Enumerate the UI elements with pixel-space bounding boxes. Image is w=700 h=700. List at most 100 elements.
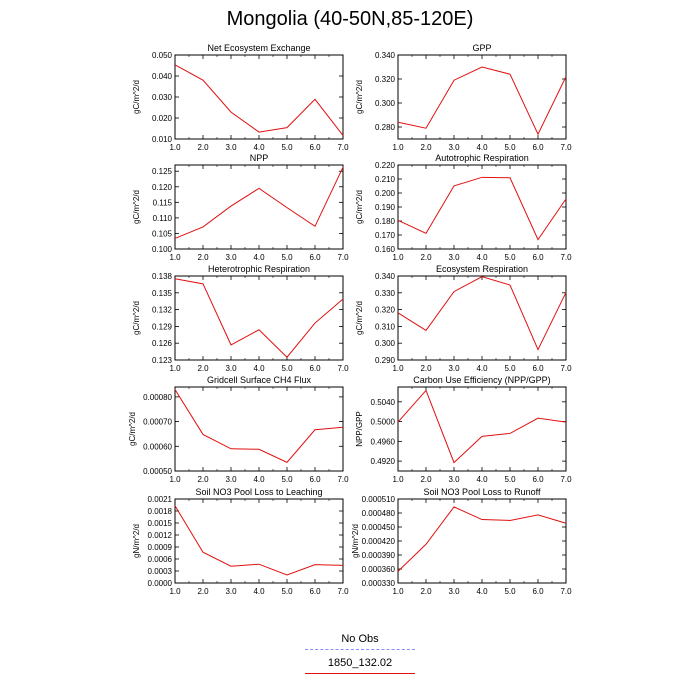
panel-title: Autotrophic Respiration (435, 153, 529, 163)
y-tick-label: 0.4960 (371, 437, 396, 446)
y-tick-label: 0.5000 (371, 418, 396, 427)
x-tick-label: 4.0 (253, 364, 265, 373)
x-tick-label: 7.0 (337, 587, 349, 596)
y-axis-label: gC/m^2/d (355, 80, 364, 114)
y-tick-label: 0.210 (375, 175, 396, 184)
y-tick-label: 0.120 (152, 183, 173, 192)
y-tick-label: 0.00050 (143, 467, 172, 476)
x-tick-label: 4.0 (253, 475, 265, 484)
series-line-1 (397, 276, 567, 351)
x-tick-label: 1.0 (169, 475, 181, 484)
plot-frame (397, 498, 567, 584)
y-axis-label: gC/m^2/d (355, 190, 364, 224)
y-tick-label: 0.5040 (371, 398, 396, 407)
y-tick-label: 0.125 (152, 167, 173, 176)
y-axis-label: gC/m^2/d (132, 80, 141, 114)
y-tick-label: 0.180 (375, 217, 396, 226)
x-tick-label: 4.0 (476, 364, 488, 373)
x-tick-label: 1.0 (392, 364, 404, 373)
y-tick-label: 0.000510 (362, 495, 396, 504)
x-tick-label: 1.0 (392, 143, 404, 152)
x-tick-label: 2.0 (420, 475, 432, 484)
legend-line-model (305, 673, 415, 674)
x-tick-label: 5.0 (281, 475, 293, 484)
x-tick-label: 4.0 (253, 143, 265, 152)
x-tick-label: 7.0 (560, 587, 572, 596)
y-tick-label: 0.135 (152, 289, 173, 298)
y-tick-label: 0.320 (375, 306, 396, 315)
y-tick-label: 0.000420 (362, 537, 396, 546)
y-tick-label: 0.000360 (362, 565, 396, 574)
x-tick-label: 3.0 (225, 143, 237, 152)
y-tick-label: 0.0003 (148, 567, 173, 576)
x-tick-label: 2.0 (197, 253, 209, 262)
plot-frame (397, 275, 567, 361)
panel-2: GPP 1.0 2.0 3.0 4.0 5.0 6.0 7.0 0.280 0.300 0.320 0… (355, 43, 572, 152)
y-tick-label: 0.115 (153, 198, 173, 207)
x-tick-label: 6.0 (309, 475, 321, 484)
x-tick-label: 3.0 (225, 587, 237, 596)
y-tick-label: 0.000390 (362, 551, 396, 560)
legend: No Obs 1850_132.02 (300, 632, 420, 680)
x-tick-label: 3.0 (448, 143, 460, 152)
panel-6: Ecosystem Respiration 1.0 2.0 3.0 4.0 5.0 6.0 7… (355, 264, 572, 373)
series-line-1 (174, 278, 344, 358)
y-tick-label: 0.010 (152, 135, 173, 144)
x-tick-label: 1.0 (169, 364, 181, 373)
x-tick-label: 1.0 (392, 587, 404, 596)
panel-4: Autotrophic Respiration 1.0 2.0 3.0 4.0 5.0 6.… (355, 153, 572, 262)
x-tick-label: 3.0 (448, 364, 460, 373)
y-tick-label: 0.340 (375, 272, 396, 281)
x-tick-label: 2.0 (420, 253, 432, 262)
x-tick-label: 5.0 (504, 587, 516, 596)
x-tick-label: 2.0 (420, 587, 432, 596)
series-line-1 (174, 166, 344, 239)
x-tick-label: 4.0 (476, 587, 488, 596)
series-line-1 (174, 64, 344, 136)
x-tick-label: 3.0 (225, 475, 237, 484)
panel-10: Soil NO3 Pool Loss to Runoff 1.0 2.0 3.0 4.0… (351, 487, 572, 596)
x-tick-label: 4.0 (476, 143, 488, 152)
y-tick-label: 0.300 (375, 339, 396, 348)
x-tick-label: 5.0 (281, 587, 293, 596)
plot-frame (174, 498, 344, 584)
y-tick-label: 0.110 (153, 214, 173, 223)
y-tick-label: 0.000330 (362, 579, 396, 588)
figure-title: Mongolia (40-50N,85-120E) (226, 8, 474, 30)
y-axis-label: gC/m^2/d (132, 190, 141, 224)
x-tick-label: 1.0 (169, 253, 181, 262)
y-tick-label: 0.050 (152, 51, 173, 60)
y-axis-label: gN/m^2/d (351, 524, 360, 558)
x-tick-label: 5.0 (504, 364, 516, 373)
x-tick-label: 1.0 (392, 253, 404, 262)
y-tick-label: 0.000480 (362, 509, 396, 518)
y-tick-label: 0.0021 (148, 495, 173, 504)
y-tick-label: 0.00060 (143, 442, 172, 451)
y-tick-label: 0.300 (375, 99, 396, 108)
y-tick-label: 0.330 (375, 289, 396, 298)
x-tick-label: 6.0 (532, 253, 544, 262)
x-tick-label: 6.0 (532, 143, 544, 152)
y-axis-label: gN/m^2/d (132, 524, 141, 558)
panel-3: NPP 1.0 2.0 3.0 4.0 5.0 6.0 7.0 0.100 0.105 0.110 0… (132, 153, 349, 262)
x-tick-label: 5.0 (504, 143, 516, 152)
x-tick-label: 3.0 (225, 364, 237, 373)
y-tick-label: 0.00070 (143, 418, 172, 427)
x-tick-label: 7.0 (337, 253, 349, 262)
x-tick-label: 2.0 (197, 475, 209, 484)
x-tick-label: 4.0 (253, 253, 265, 262)
series-line-1 (397, 176, 567, 241)
y-tick-label: 0.129 (152, 322, 173, 331)
y-tick-label: 0.132 (152, 306, 173, 315)
x-tick-label: 7.0 (337, 364, 349, 373)
panel-title: GPP (472, 43, 491, 53)
x-tick-label: 6.0 (532, 364, 544, 373)
y-tick-label: 0.280 (375, 123, 396, 132)
panel-title: Gridcell Surface CH4 Flux (207, 375, 312, 385)
series-line-1 (397, 66, 567, 136)
y-tick-label: 0.123 (152, 356, 173, 365)
x-tick-label: 7.0 (560, 253, 572, 262)
y-tick-label: 0.290 (375, 356, 396, 365)
y-axis-label: gC/m^2/d (132, 301, 141, 335)
y-tick-label: 0.0009 (148, 543, 173, 552)
